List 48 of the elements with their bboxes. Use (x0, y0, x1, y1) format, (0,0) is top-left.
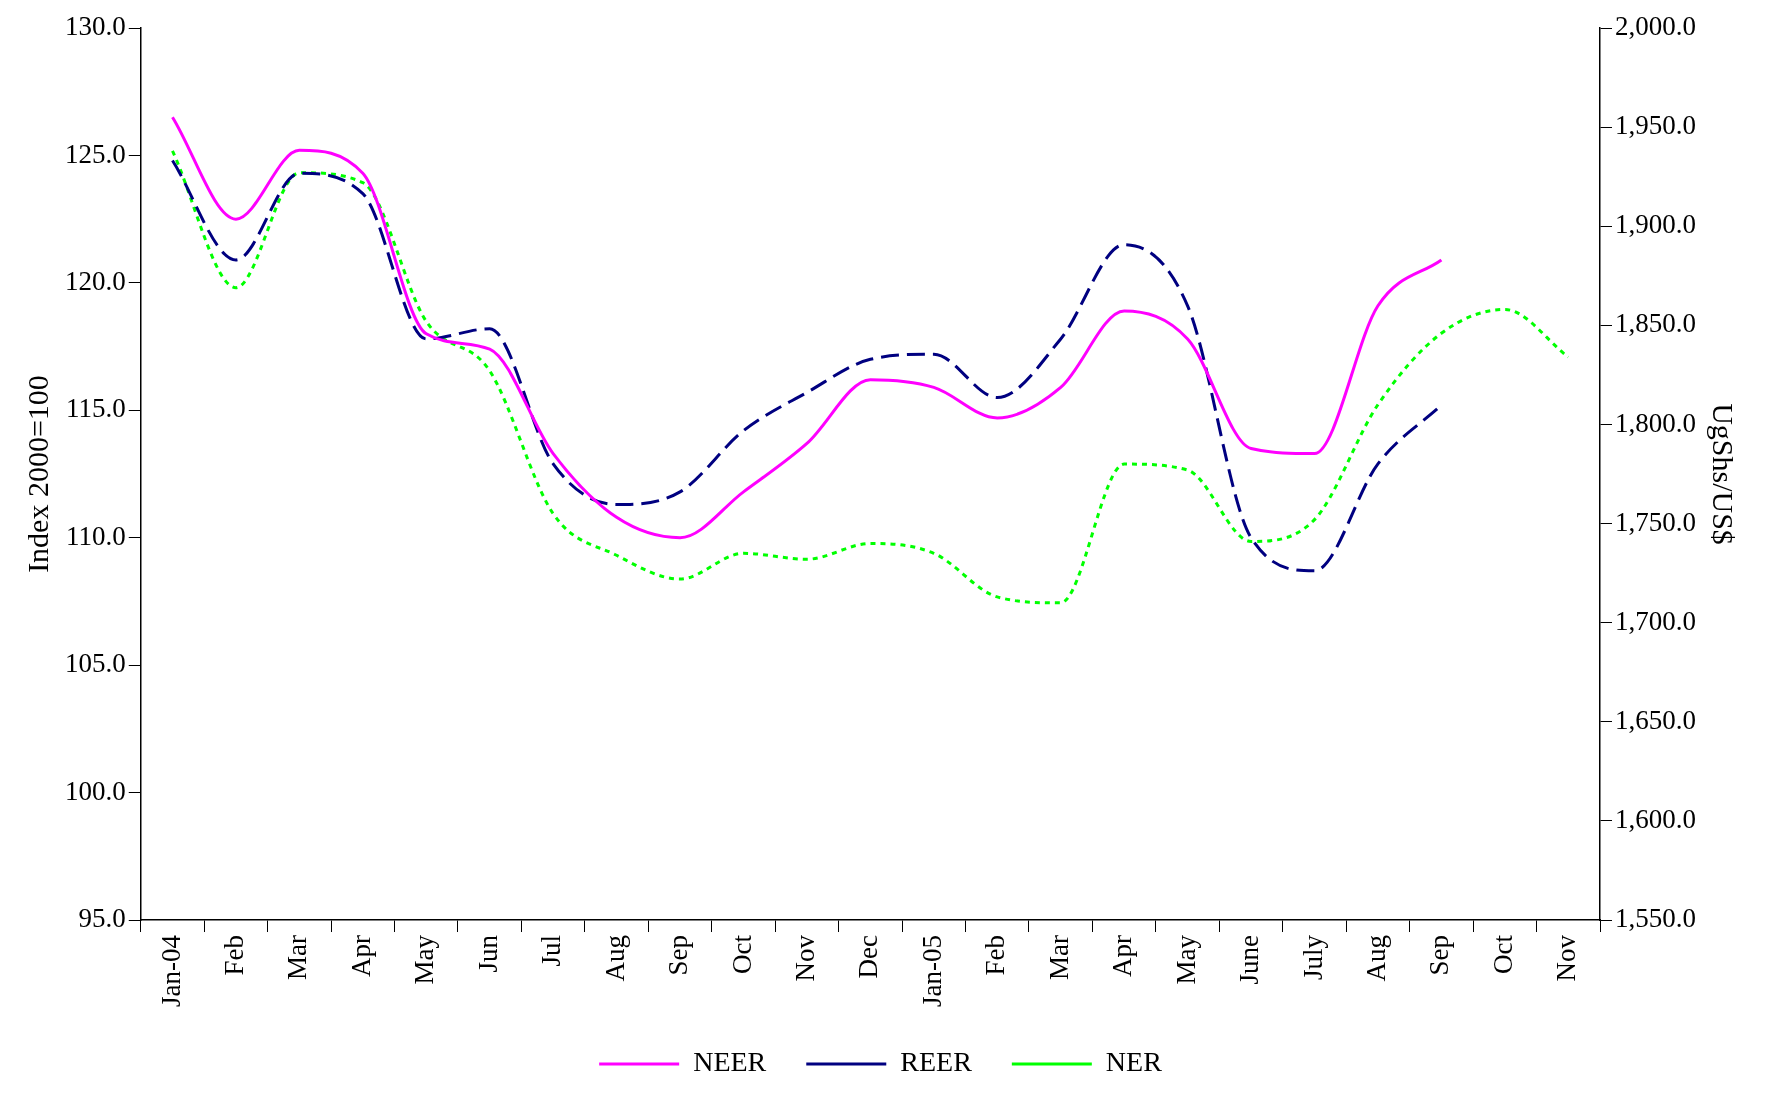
x-tick-label: June (1234, 935, 1265, 985)
y2-tick-label: 1,650.0 (1615, 704, 1696, 735)
x-tick-label: Sep (663, 935, 694, 976)
legend-label: NEER (693, 1046, 767, 1078)
x-tick-label: Mar (1043, 935, 1074, 980)
y-tick-label: 110.0 (66, 520, 126, 551)
x-tick-label: Nov (790, 934, 821, 982)
x-tick-label: Jan-05 (916, 935, 947, 1007)
line-series (170, 149, 1570, 605)
x-tick-label: May (409, 934, 440, 985)
x-tick-label: Feb (219, 935, 250, 976)
x-tick-label: May (1170, 934, 1201, 985)
y-tick-label: 95.0 (78, 903, 126, 934)
y-tick-label: 100.0 (65, 775, 126, 806)
y2-tick-label: 1,900.0 (1615, 209, 1696, 240)
y2-tick-label: 1,950.0 (1615, 110, 1696, 141)
x-tick-label: Oct (1487, 934, 1518, 974)
x-tick-label: Jan-04 (155, 934, 186, 1007)
x-tick-label: Apr (1107, 935, 1138, 978)
y2-tick-label: 1,800.0 (1615, 407, 1696, 438)
line-series (170, 115, 1443, 540)
x-tick-label: July (1297, 934, 1328, 981)
y2-tick-label: 2,000.0 (1615, 11, 1696, 42)
y-tick-label: 115.0 (66, 393, 126, 424)
x-tick-label: Mar (282, 935, 313, 980)
x-tick-label: Apr (345, 935, 376, 978)
x-tick-label: Dec (853, 935, 884, 979)
x-tick-label: Feb (980, 935, 1011, 976)
y2-tick-label: 1,850.0 (1615, 308, 1696, 339)
y2-tick-label: 1,600.0 (1615, 804, 1696, 834)
y-tick-label: 130.0 (65, 11, 126, 42)
y-tick-label: 105.0 (65, 648, 126, 679)
x-tick-label: Jul (536, 935, 567, 967)
y-axis-title: Index 2000=100 (20, 375, 54, 573)
x-tick-label: Jun (472, 934, 503, 973)
legend-label: REER (900, 1046, 973, 1078)
x-tick-label: Aug (1361, 935, 1392, 982)
x-tick-label: Oct (726, 934, 757, 974)
y-tick-label: 125.0 (65, 138, 126, 169)
y-tick-label: 120.0 (65, 265, 126, 296)
y2-tick-label: 1,700.0 (1615, 605, 1696, 636)
y2-tick-label: 1,750.0 (1615, 506, 1696, 537)
x-tick-label: Nov (1551, 934, 1582, 982)
legend-label: NER (1105, 1046, 1163, 1078)
y2-tick-label: 1,550.0 (1615, 903, 1696, 934)
x-tick-label: Aug (599, 935, 630, 982)
y2-axis-title: UgShs/US$ (1707, 403, 1741, 545)
x-tick-label: Sep (1424, 935, 1455, 976)
